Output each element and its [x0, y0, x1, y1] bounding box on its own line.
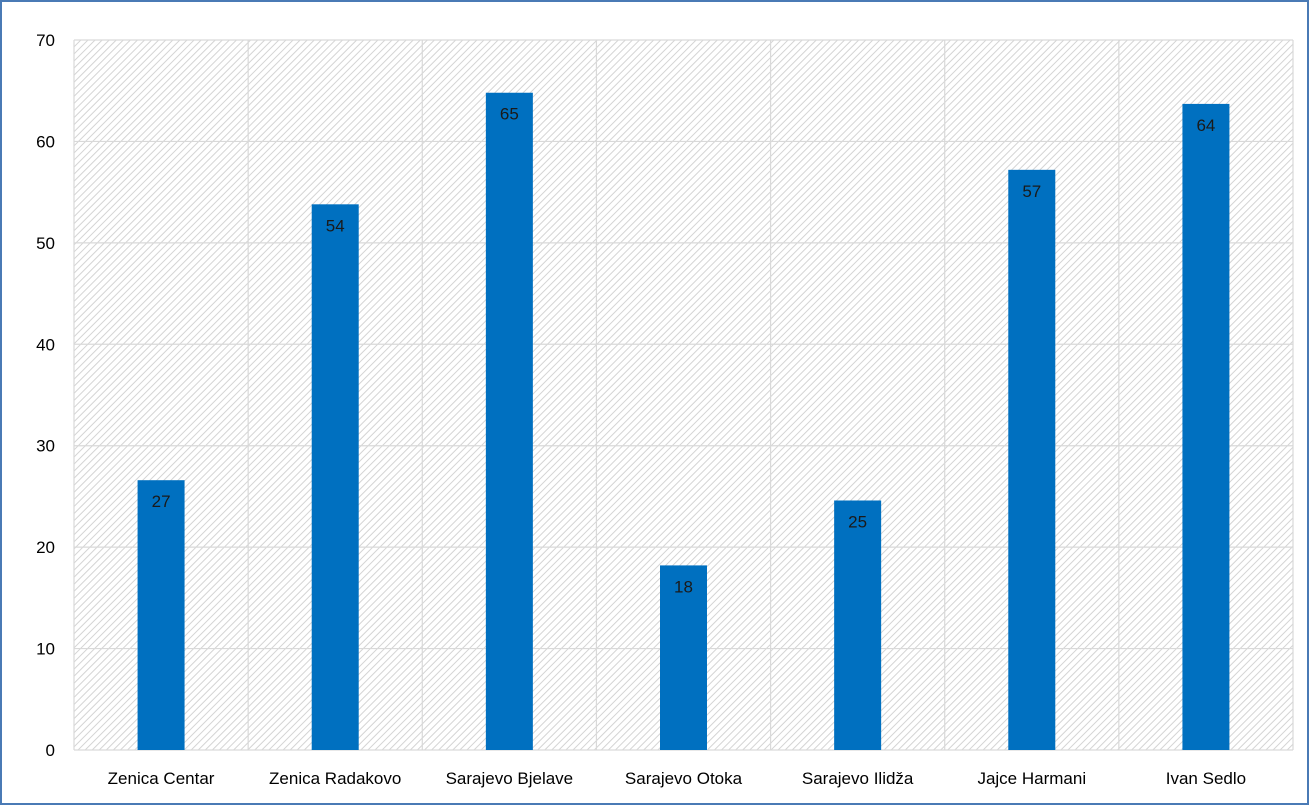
data-label: 54	[326, 216, 345, 235]
y-tick-label: 30	[36, 437, 55, 456]
bar	[311, 204, 359, 751]
data-label: 57	[1022, 182, 1041, 201]
bar	[485, 92, 533, 750]
x-tick-label: Jajce Harmani	[977, 769, 1086, 788]
x-tick-label: Sarajevo Ilidža	[802, 769, 914, 788]
y-tick-label: 50	[36, 234, 55, 253]
data-label: 64	[1196, 116, 1215, 135]
x-axis-ticks: Zenica Centar Zenica Radakovo Sarajevo Bje…	[108, 769, 1246, 788]
y-tick-label: 40	[36, 335, 55, 354]
data-label: 18	[674, 577, 693, 596]
y-tick-label: 10	[36, 640, 55, 659]
bars	[137, 92, 1230, 751]
x-tick-label: Sarajevo Otoka	[625, 769, 743, 788]
y-tick-label: 0	[46, 741, 55, 760]
bar	[1008, 169, 1056, 751]
data-labels: 27 54 65 18 25 57 64	[152, 105, 1216, 597]
x-tick-label: Zenica Radakovo	[269, 769, 401, 788]
data-label: 25	[848, 512, 867, 531]
x-tick-label: Sarajevo Bjelave	[446, 769, 574, 788]
bar	[660, 565, 707, 750]
y-axis-ticks: 0 10 20 30 40 50 60 70	[36, 31, 55, 760]
y-tick-label: 60	[36, 132, 55, 151]
bar	[137, 480, 185, 750]
gridlines	[73, 39, 1294, 751]
x-tick-label: Ivan Sedlo	[1166, 769, 1246, 788]
data-label: 65	[500, 105, 519, 124]
bar	[1182, 103, 1230, 750]
bar	[834, 500, 882, 750]
y-tick-label: 70	[36, 31, 55, 50]
data-label: 27	[152, 492, 171, 511]
x-tick-label: Zenica Centar	[108, 769, 215, 788]
y-tick-label: 20	[36, 538, 55, 557]
